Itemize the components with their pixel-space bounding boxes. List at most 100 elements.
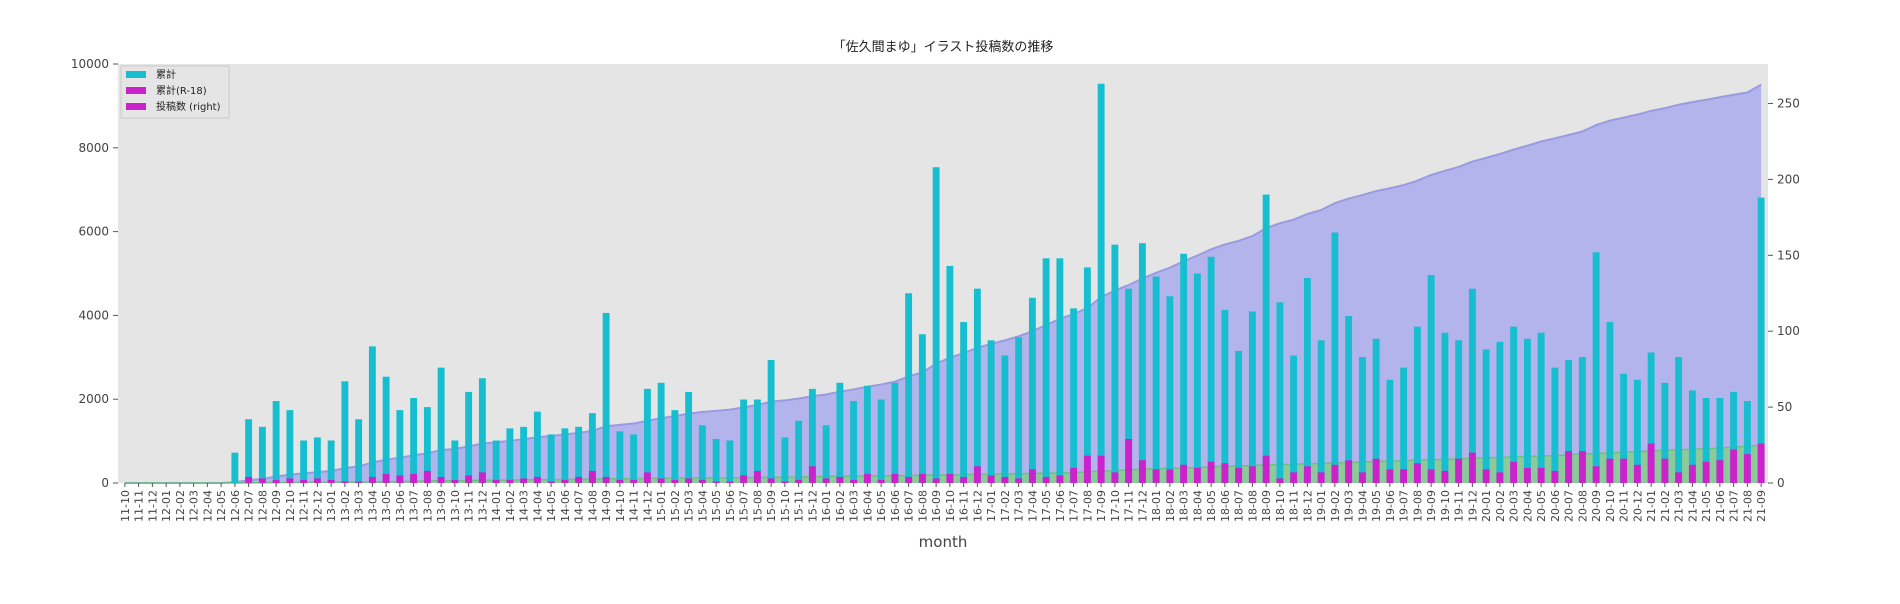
bar-r18-18-11 (1290, 472, 1298, 483)
bar-r18-19-06 (1386, 469, 1394, 483)
bar-r18-13-03 (355, 481, 363, 483)
y2-tick-label: 100 (1777, 324, 1800, 338)
bar-r18-16-08 (918, 473, 926, 483)
bar-r18-17-01 (987, 475, 995, 483)
bar-total-13-04 (368, 346, 376, 483)
bar-total-16-07 (905, 293, 913, 483)
x-tick-label: 14-05 (545, 490, 558, 522)
bar-total-15-02 (671, 410, 679, 483)
bar-total-19-10 (1441, 332, 1449, 483)
x-tick-label: 13-05 (380, 490, 393, 522)
x-tick-label: 14-04 (531, 490, 544, 522)
bar-r18-18-06 (1221, 463, 1229, 483)
bar-r18-16-09 (932, 478, 940, 483)
x-tick-label: 17-02 (999, 490, 1012, 522)
x-tick-label: 18-02 (1164, 490, 1177, 522)
bar-r18-21-06 (1716, 460, 1724, 483)
bar-r18-13-04 (368, 476, 376, 483)
x-tick-label: 17-08 (1081, 490, 1094, 522)
bar-r18-15-07 (740, 475, 748, 483)
bar-total-20-11 (1620, 373, 1628, 483)
bar-r18-19-01 (1317, 472, 1325, 483)
x-tick-label: 17-09 (1095, 490, 1108, 522)
bar-total-18-01 (1152, 276, 1160, 483)
bar-total-13-11 (465, 391, 473, 483)
x-tick-label: 19-11 (1453, 490, 1466, 522)
bar-total-14-05 (547, 434, 555, 483)
x-tick-label: 11-12 (146, 490, 159, 522)
x-tick-label: 15-12 (806, 490, 819, 522)
bar-r18-15-09 (767, 478, 775, 483)
x-tick-label: 13-10 (449, 490, 462, 522)
bar-r18-14-04 (533, 476, 541, 483)
bar-total-13-08 (423, 407, 431, 483)
bar-r18-19-02 (1331, 464, 1339, 483)
bar-r18-16-01 (822, 478, 830, 483)
x-tick-label: 13-12 (476, 490, 489, 522)
bar-total-15-08 (753, 399, 761, 483)
bar-total-12-07 (245, 419, 253, 483)
legend-swatch-total (126, 71, 146, 78)
bar-r18-21-03 (1675, 472, 1683, 483)
bar-total-15-12 (808, 388, 816, 483)
x-tick-label: 17-01 (985, 490, 998, 522)
bar-r18-15-08 (753, 470, 761, 483)
bar-total-21-09 (1757, 197, 1765, 483)
bar-r18-20-07 (1565, 451, 1573, 483)
legend-swatch-r18 (126, 87, 146, 94)
bar-total-12-09 (272, 401, 280, 483)
bar-r18-12-07 (245, 476, 253, 483)
bar-r18-20-11 (1620, 458, 1628, 483)
bar-total-12-12 (313, 437, 321, 483)
bar-r18-19-09 (1427, 469, 1435, 483)
x-tick-label: 13-07 (408, 490, 421, 522)
x-tick-label: 17-04 (1026, 490, 1039, 522)
bar-r18-17-03 (1015, 478, 1023, 483)
bar-total-21-08 (1743, 401, 1751, 483)
x-tick-label: 20-08 (1576, 490, 1589, 522)
x-tick-label: 15-11 (793, 490, 806, 522)
bar-r18-14-09 (602, 476, 610, 483)
x-tick-label: 16-04 (861, 490, 874, 522)
bar-r18-21-09 (1757, 443, 1765, 483)
bar-total-14-02 (506, 428, 514, 483)
bar-r18-12-12 (313, 478, 321, 483)
x-tick-label: 12-08 (256, 490, 269, 522)
x-tick-label: 17-05 (1040, 490, 1053, 522)
x-tick-label: 19-03 (1343, 490, 1356, 522)
x-tick-label: 14-02 (504, 490, 517, 522)
x-tick-label: 20-01 (1480, 490, 1493, 522)
x-tick-label: 16-07 (903, 490, 916, 522)
bar-total-16-06 (891, 382, 899, 483)
x-tick-label: 20-04 (1521, 490, 1534, 522)
x-tick-label: 20-07 (1563, 490, 1576, 522)
legend-label-posts: 投稿数 (right) (156, 100, 221, 113)
bar-r18-21-04 (1688, 464, 1696, 483)
x-tick-label: 20-06 (1549, 490, 1562, 522)
bar-total-13-10 (451, 440, 459, 483)
bar-r18-13-05 (382, 473, 390, 483)
bar-r18-16-11 (960, 476, 968, 483)
bar-r18-14-10 (616, 479, 624, 483)
bar-r18-13-12 (478, 472, 486, 483)
bar-total-14-01 (492, 440, 500, 483)
bar-r18-20-04 (1523, 467, 1531, 483)
bar-total-16-04 (863, 385, 871, 483)
bar-total-12-06 (231, 452, 239, 483)
x-tick-label: 21-07 (1728, 490, 1741, 522)
bar-r18-17-08 (1083, 455, 1091, 483)
bar-r18-14-03 (520, 478, 528, 483)
bar-total-17-11 (1125, 288, 1133, 483)
x-tick-label: 17-07 (1068, 490, 1081, 522)
x-tick-label: 15-09 (765, 490, 778, 522)
bar-r18-18-02 (1166, 469, 1174, 483)
bar-total-19-11 (1455, 340, 1463, 483)
x-tick-label: 21-09 (1755, 490, 1768, 522)
bar-total-15-11 (795, 420, 803, 483)
bar-r18-15-06 (726, 481, 734, 483)
x-tick-label: 14-11 (628, 490, 641, 522)
x-tick-label: 16-03 (848, 490, 861, 522)
bar-r18-20-01 (1482, 469, 1490, 483)
bar-r18-12-09 (272, 479, 280, 483)
bar-total-18-02 (1166, 296, 1174, 483)
